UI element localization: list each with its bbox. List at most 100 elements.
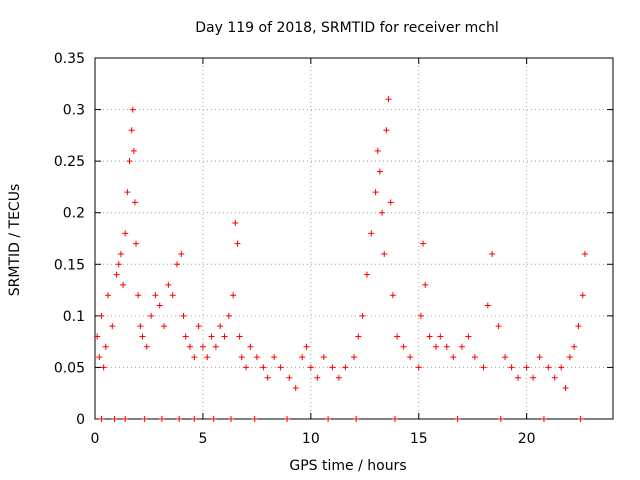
data-point — [415, 364, 422, 371]
data-point — [277, 364, 284, 371]
data-point — [120, 281, 127, 288]
data-point — [113, 271, 120, 278]
data-point — [562, 385, 569, 392]
data-point — [495, 323, 502, 330]
data-point — [176, 416, 183, 422]
data-point — [335, 374, 342, 381]
series-srmtid — [94, 96, 588, 422]
data-point — [180, 312, 187, 319]
data-point — [314, 374, 321, 381]
data-point — [355, 333, 362, 340]
data-point — [433, 343, 440, 350]
data-point — [143, 343, 150, 350]
data-point — [111, 416, 118, 422]
data-point — [417, 312, 424, 319]
data-point — [497, 416, 504, 422]
data-point — [126, 158, 133, 165]
data-point — [253, 354, 260, 361]
data-point — [387, 199, 394, 206]
data-point — [389, 292, 396, 299]
data-point — [96, 354, 103, 361]
data-point — [122, 416, 129, 422]
data-point — [199, 343, 206, 350]
y-tick-label: 0.2 — [63, 206, 85, 222]
data-points — [94, 96, 588, 422]
data-point — [191, 354, 198, 361]
data-point — [577, 416, 584, 422]
data-point — [368, 230, 375, 237]
data-point — [454, 416, 461, 422]
data-point — [178, 250, 185, 257]
data-point — [152, 292, 159, 299]
data-point — [217, 323, 224, 330]
data-point — [530, 374, 537, 381]
data-point — [484, 302, 491, 309]
data-point — [342, 364, 349, 371]
data-point — [247, 343, 254, 350]
data-point — [566, 354, 573, 361]
data-point — [502, 354, 509, 361]
data-point — [363, 271, 370, 278]
data-point — [545, 364, 552, 371]
data-point — [98, 312, 105, 319]
data-point — [400, 343, 407, 350]
data-point — [174, 261, 181, 268]
data-point — [383, 127, 390, 134]
data-point — [299, 354, 306, 361]
y-tick-label: 0 — [76, 412, 85, 428]
data-point — [212, 343, 219, 350]
data-point — [129, 106, 136, 113]
data-point — [191, 416, 198, 422]
data-point — [292, 385, 299, 392]
data-point — [156, 302, 163, 309]
data-point — [141, 416, 148, 422]
data-point — [238, 354, 245, 361]
data-point — [271, 354, 278, 361]
data-point — [131, 199, 138, 206]
data-point — [381, 250, 388, 257]
y-tick-label: 0.15 — [54, 257, 85, 273]
data-point — [407, 354, 414, 361]
data-point — [450, 354, 457, 361]
y-axis-label: SRMTID / TECUs — [7, 184, 23, 297]
data-point — [227, 416, 234, 422]
data-point — [374, 147, 381, 154]
data-point — [264, 374, 271, 381]
data-point — [195, 323, 202, 330]
data-point — [551, 374, 558, 381]
data-point — [489, 250, 496, 257]
data-point — [128, 127, 135, 134]
data-point — [320, 354, 327, 361]
data-point — [225, 312, 232, 319]
grid — [95, 58, 613, 419]
x-axis-label: GPS time / hours — [289, 458, 406, 474]
data-point — [124, 189, 131, 196]
data-point — [443, 343, 450, 350]
data-point — [422, 281, 429, 288]
data-point — [303, 343, 310, 350]
data-point — [353, 416, 360, 422]
data-point — [376, 168, 383, 175]
data-point — [458, 343, 465, 350]
data-point — [379, 209, 386, 216]
y-tick-label: 0.1 — [63, 309, 85, 325]
data-point — [243, 364, 250, 371]
data-point — [575, 323, 582, 330]
data-point — [204, 354, 211, 361]
chart-title: Day 119 of 2018, SRMTID for receiver mch… — [195, 20, 499, 36]
data-point — [148, 312, 155, 319]
data-point — [579, 292, 586, 299]
x-tick-label: 15 — [410, 431, 428, 447]
data-point — [284, 416, 291, 422]
data-point — [515, 374, 522, 381]
data-point — [523, 364, 530, 371]
data-point — [508, 364, 515, 371]
data-point — [558, 364, 565, 371]
data-point — [540, 416, 547, 422]
y-tick-label: 0.3 — [63, 103, 85, 119]
data-point — [437, 333, 444, 340]
data-point — [115, 261, 122, 268]
y-axis: 0 0.05 0.1 0.15 0.2 0.25 0.3 0.35 — [54, 51, 613, 428]
data-point — [182, 333, 189, 340]
data-point — [208, 333, 215, 340]
